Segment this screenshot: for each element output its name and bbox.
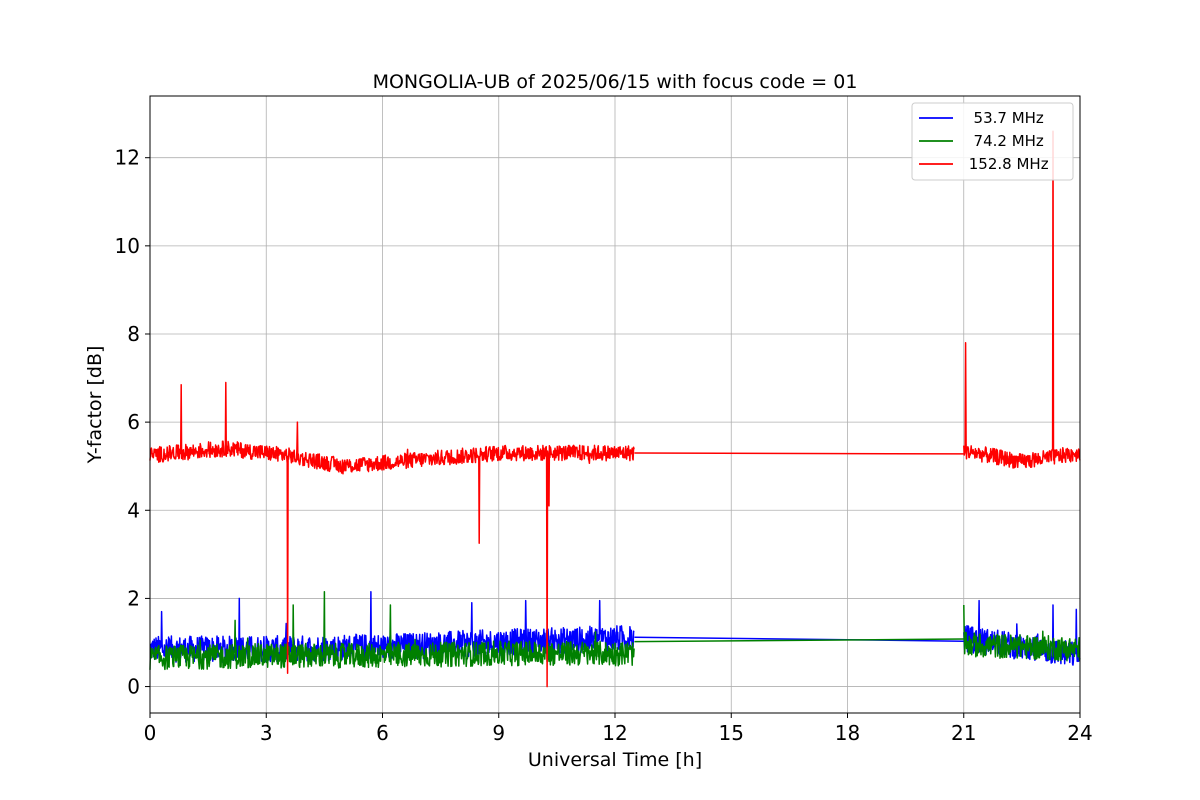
series-layer bbox=[149, 130, 1081, 688]
legend-entry: 74.2 MHz bbox=[964, 132, 1044, 150]
series-line bbox=[963, 130, 1081, 469]
x-tick-label: 0 bbox=[144, 721, 157, 745]
x-tick-label: 9 bbox=[492, 721, 505, 745]
y-tick-label: 6 bbox=[127, 410, 140, 434]
y-tick-label: 2 bbox=[127, 586, 140, 610]
series-gap-line bbox=[634, 452, 964, 455]
y-tick-label: 10 bbox=[115, 234, 140, 258]
x-tick-label: 21 bbox=[951, 721, 976, 745]
x-tick-label: 3 bbox=[260, 721, 273, 745]
series-line bbox=[149, 381, 635, 688]
series-gap-line bbox=[634, 636, 964, 642]
x-axis-label: Universal Time [h] bbox=[528, 749, 702, 771]
legend-box bbox=[911, 102, 1074, 181]
series-line bbox=[149, 591, 635, 671]
series-gap-line bbox=[634, 638, 964, 643]
y-tick-label: 12 bbox=[115, 146, 140, 170]
x-tick-label: 24 bbox=[1067, 721, 1092, 745]
y-axis-label: Y-factor [dB] bbox=[84, 346, 106, 465]
x-tick-label: 12 bbox=[602, 721, 627, 745]
x-tick-label: 18 bbox=[835, 721, 860, 745]
y-tick-label: 4 bbox=[127, 498, 140, 522]
series-2 bbox=[149, 591, 1081, 671]
y-tick-label: 0 bbox=[127, 675, 140, 699]
series-3 bbox=[149, 130, 1081, 688]
x-tick-label: 6 bbox=[376, 721, 389, 745]
legend: 53.7 MHz 74.2 MHz 152.8 MHz bbox=[911, 102, 1074, 181]
chart-title: MONGOLIA-UB of 2025/06/15 with focus cod… bbox=[373, 71, 858, 93]
series-line bbox=[963, 604, 1081, 662]
y-tick-label: 8 bbox=[127, 322, 140, 346]
x-tick-label: 15 bbox=[719, 721, 744, 745]
legend-entry: 53.7 MHz bbox=[964, 109, 1044, 127]
legend-entry: 152.8 MHz bbox=[964, 155, 1049, 173]
